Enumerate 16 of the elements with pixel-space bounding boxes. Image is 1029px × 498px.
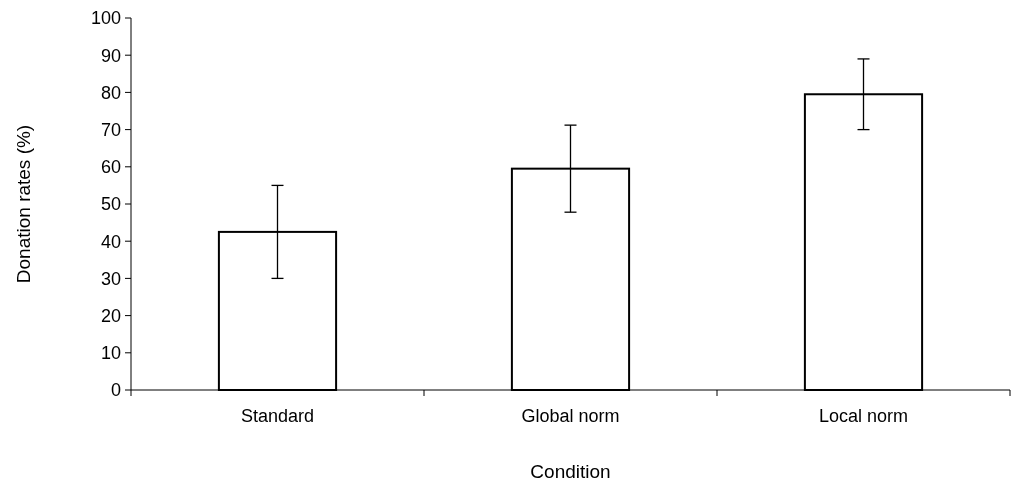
y-tick-label: 100: [90, 8, 121, 29]
y-tick-label: 50: [100, 194, 121, 215]
y-tick-label: 20: [100, 305, 121, 326]
x-tick-label: Local norm: [818, 406, 909, 426]
y-tick-label: 70: [100, 119, 121, 140]
y-tick-label: 80: [100, 82, 121, 103]
y-tick-label: 30: [100, 268, 121, 289]
y-axis-title: Donation rates (%): [13, 124, 34, 284]
x-tick-label: Global norm: [521, 406, 620, 426]
x-axis-title: Condition: [530, 461, 611, 482]
y-tick-label: 60: [100, 157, 121, 178]
x-tick-label: Standard: [240, 406, 315, 426]
y-tick-label: 40: [100, 231, 121, 252]
y-tick-label: 90: [100, 45, 121, 66]
y-tick-label: 0: [110, 380, 121, 401]
y-tick-label: 10: [100, 343, 121, 364]
